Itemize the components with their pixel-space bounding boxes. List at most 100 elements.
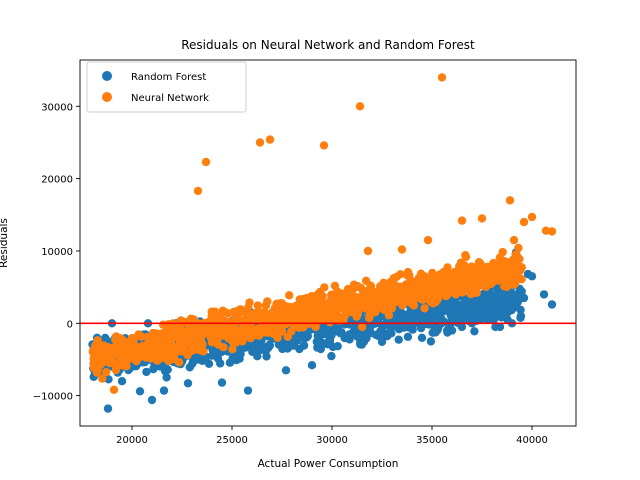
neural-network-point: [392, 296, 401, 305]
random-forest-point: [189, 356, 199, 365]
neural-network-point: [201, 157, 211, 167]
x-tick-label: 35000: [416, 435, 448, 446]
random-forest-point: [430, 324, 440, 334]
neural-network-point: [433, 285, 442, 295]
y-axis-label: Residuals: [0, 218, 10, 268]
random-forest-point: [376, 327, 385, 336]
neural-network-point: [461, 251, 470, 260]
neural-network-point: [194, 332, 203, 341]
neural-network-point: [399, 285, 408, 294]
legend-marker-random-forest: [102, 71, 112, 81]
x-axis: 20000 25000 30000 35000 40000: [116, 426, 548, 446]
neural-network-point: [347, 308, 357, 317]
neural-network-point: [154, 334, 163, 343]
points-layer: [88, 73, 557, 413]
neural-network-point: [318, 292, 327, 301]
neural-network-point: [276, 309, 286, 319]
random-forest-point: [216, 359, 225, 368]
neural-network-point: [153, 356, 162, 365]
random-forest-point: [147, 395, 157, 405]
neural-network-point: [241, 323, 251, 332]
random-forest-point: [183, 379, 193, 388]
neural-network-point: [115, 351, 124, 360]
neural-network-point: [519, 217, 529, 227]
random-forest-point: [447, 326, 457, 335]
neural-network-point: [353, 293, 362, 302]
neural-network-point: [273, 333, 282, 342]
random-forest-point: [377, 333, 387, 343]
neural-network-point: [379, 290, 389, 300]
neural-network-point: [138, 344, 148, 353]
neural-network-point: [505, 196, 515, 205]
neural-network-point: [151, 345, 160, 354]
neural-network-point: [408, 299, 417, 308]
random-forest-point: [505, 305, 515, 314]
random-forest-point: [515, 286, 525, 295]
neural-network-point: [330, 281, 340, 290]
neural-network-point: [276, 299, 285, 308]
x-tick-label: 30000: [316, 435, 348, 446]
neural-network-point: [265, 135, 275, 144]
neural-network-point: [464, 266, 474, 275]
legend-label-neural-network: Neural Network: [131, 93, 209, 104]
neural-network-point: [122, 357, 131, 366]
neural-network-point: [412, 292, 421, 302]
y-tick-label: 0: [67, 319, 73, 330]
neural-network-point: [111, 365, 121, 375]
neural-network-point: [298, 311, 307, 320]
neural-network-point: [180, 347, 189, 356]
random-forest-point: [252, 341, 261, 350]
random-forest-point: [539, 290, 549, 299]
neural-network-point: [267, 313, 276, 322]
neural-network-point: [287, 327, 296, 336]
neural-network-point: [397, 245, 407, 254]
neural-network-point: [350, 283, 360, 292]
y-tick-label: −10000: [33, 392, 73, 403]
neural-network-point: [320, 283, 329, 292]
neural-network-point: [261, 311, 270, 320]
random-forest-point: [353, 332, 363, 341]
random-forest-point: [489, 299, 499, 309]
neural-network-point: [233, 306, 242, 315]
neural-network-point: [329, 315, 338, 324]
neural-network-point: [420, 304, 429, 313]
neural-network-point: [228, 345, 237, 354]
neural-network-point: [146, 354, 156, 363]
neural-network-point: [356, 283, 366, 293]
random-forest-point: [424, 320, 434, 329]
neural-network-point: [495, 253, 504, 262]
neural-network-point: [284, 309, 293, 318]
neural-network-point: [341, 308, 351, 317]
neural-network-point: [170, 349, 179, 359]
neural-network-point: [207, 307, 216, 316]
neural-network-point: [514, 243, 523, 253]
neural-network-point: [190, 324, 199, 333]
random-forest-point: [201, 356, 210, 365]
neural-network-point: [361, 276, 371, 285]
neural-network-point: [253, 301, 263, 310]
neural-network-point: [167, 334, 177, 343]
neural-network-point: [158, 341, 168, 350]
neural-network-point: [444, 268, 454, 278]
neural-network-point: [128, 337, 137, 346]
random-forest-point: [412, 313, 421, 322]
neural-network-point: [515, 254, 524, 264]
neural-network-point: [300, 298, 309, 307]
neural-network-point: [189, 315, 199, 325]
neural-network-point: [498, 262, 507, 271]
neural-network-point: [547, 227, 557, 236]
random-forest-point: [327, 351, 336, 361]
random-forest-point: [262, 352, 271, 361]
neural-network-point: [361, 290, 370, 300]
neural-network-point: [240, 332, 250, 341]
neural-network-point: [147, 334, 156, 343]
random-forest-point: [344, 331, 353, 340]
x-axis-label: Actual Power Consumption: [258, 458, 399, 470]
random-forest-point: [519, 293, 529, 303]
random-forest-point: [495, 322, 505, 332]
random-forest-point: [516, 313, 525, 322]
random-forest-point: [464, 301, 473, 311]
random-forest-point: [142, 367, 151, 377]
neural-network-point: [475, 281, 484, 290]
random-forest-point: [117, 377, 127, 386]
